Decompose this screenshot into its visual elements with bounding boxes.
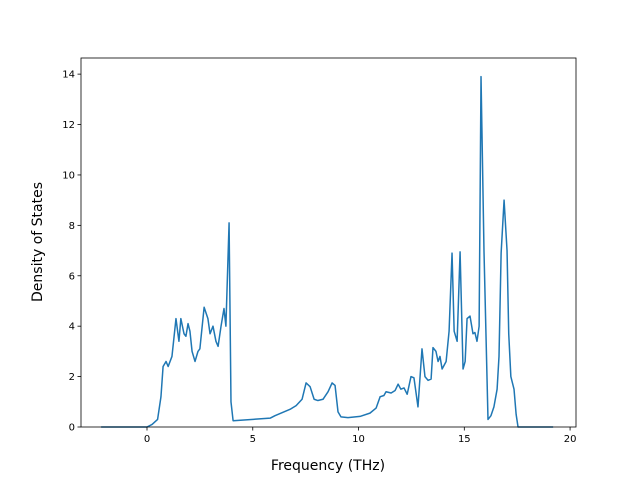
y-axis-label: Density of States — [30, 182, 46, 302]
y-tick-label: 4 — [69, 322, 75, 333]
x-tick-label: 20 — [564, 434, 577, 445]
axes-frame — [80, 57, 577, 428]
y-tick-label: 10 — [62, 170, 75, 181]
y-tick-label: 14 — [62, 70, 75, 81]
line — [101, 75, 554, 428]
y-tick-label: 2 — [69, 372, 75, 383]
x-tick-label: 0 — [144, 434, 150, 445]
y-tick-label: 6 — [69, 271, 75, 282]
y-tick-label: 12 — [62, 120, 75, 131]
x-tick-label: 5 — [250, 434, 256, 445]
x-tick-label: 15 — [458, 434, 471, 445]
y-tick-label: 8 — [69, 221, 75, 232]
x-tick-label: 10 — [352, 434, 365, 445]
y-tick-label: 0 — [69, 423, 75, 434]
x-axis-label: Frequency (THz) — [271, 458, 385, 474]
